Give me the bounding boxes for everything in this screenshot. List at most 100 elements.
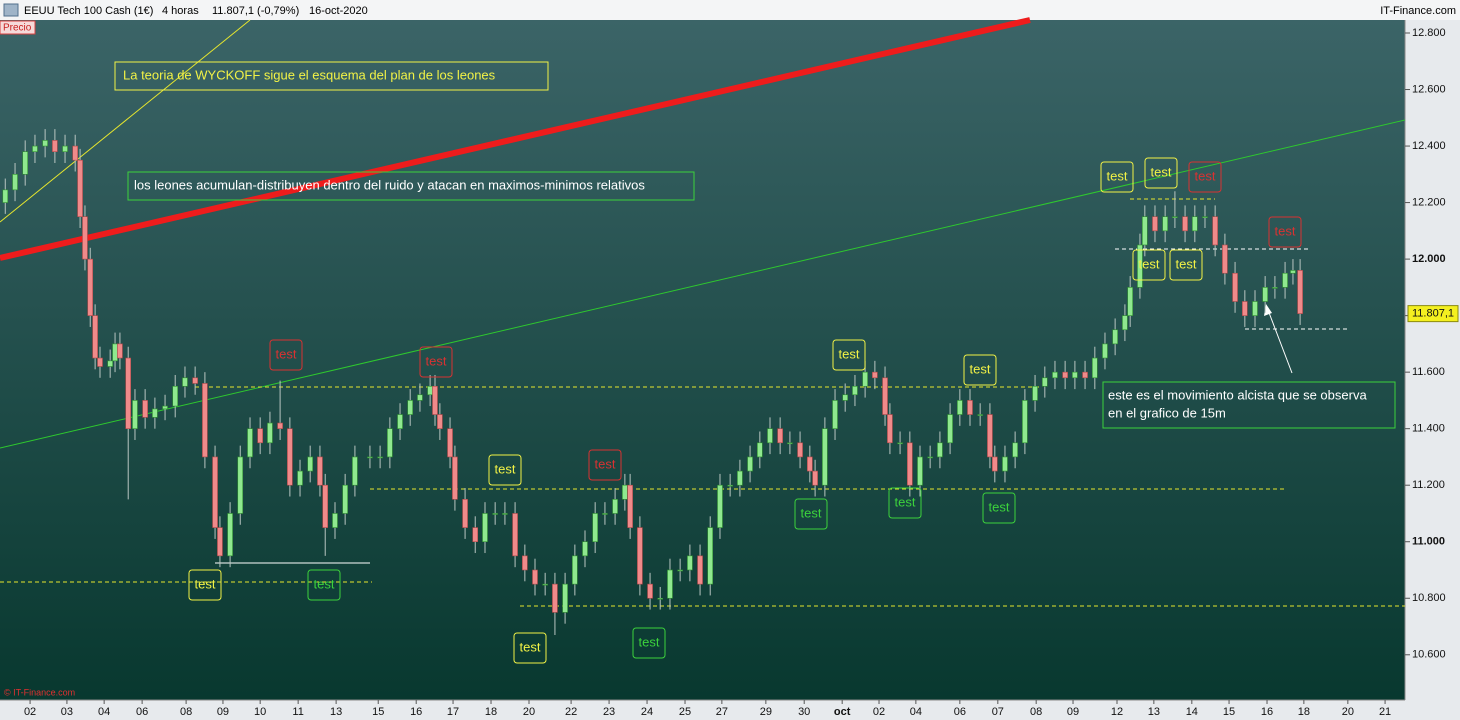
x-tick-label: 09	[217, 706, 229, 718]
header-bar	[0, 0, 1460, 20]
y-tick-label: 10.800	[1412, 592, 1446, 604]
y-tick-label: 11.000	[1412, 536, 1445, 548]
candle-body	[1282, 272, 1288, 288]
candle-body	[152, 408, 158, 418]
x-tick-label: 13	[330, 706, 342, 718]
annotation-text: test	[801, 505, 822, 520]
candle-body	[582, 541, 588, 557]
candle-body	[532, 569, 538, 585]
annotation-text: test	[989, 499, 1010, 514]
candle-body	[707, 527, 714, 585]
x-tick-label: 06	[136, 706, 148, 718]
symbol: EEUU Tech 100 Cash (1€)	[24, 5, 153, 17]
candle-body	[852, 385, 858, 396]
series-label: Precio	[3, 23, 32, 34]
x-tick-label: 02	[24, 706, 36, 718]
candle-body	[747, 456, 753, 472]
candle-body	[277, 422, 283, 429]
candle-body	[107, 360, 113, 367]
annotation-text: test	[1275, 223, 1296, 238]
candle-body	[162, 405, 168, 410]
x-tick-label: oct	[834, 706, 851, 718]
candle-body	[977, 414, 983, 416]
annotation-box	[269, 339, 303, 371]
candle-body	[967, 400, 973, 415]
annotation-text: test	[495, 461, 516, 476]
candle-body	[777, 428, 783, 444]
annotation-box	[982, 492, 1016, 524]
x-tick-label: 30	[798, 706, 810, 718]
y-tick-label: 12.600	[1412, 83, 1446, 95]
candle-body	[677, 569, 683, 572]
candle-body	[992, 456, 998, 472]
candle-body	[172, 385, 179, 407]
annotation-text: test	[520, 639, 541, 654]
candle-body	[322, 484, 329, 528]
annotation-text: test	[595, 456, 616, 471]
annotation-box	[1169, 249, 1203, 281]
candle-body	[612, 499, 618, 514]
candle-body	[787, 442, 793, 445]
annotation-text: test	[895, 494, 916, 509]
candle-body	[92, 315, 98, 359]
candle-body	[1290, 270, 1296, 274]
candle-body	[1262, 287, 1268, 302]
trend-line	[0, 119, 1406, 449]
y-tick-label: 12.000	[1412, 253, 1446, 265]
annotation-text: test	[276, 346, 297, 361]
candle-body	[377, 456, 383, 459]
annotation-box	[1132, 249, 1166, 281]
candle-body	[717, 484, 723, 528]
copyright: © IT-Finance.com	[4, 687, 75, 697]
candle-body	[342, 484, 348, 514]
candle-body	[1202, 216, 1208, 219]
series-label-box	[0, 20, 36, 35]
candle-body	[1182, 216, 1188, 232]
x-tick-label: 02	[873, 706, 885, 718]
candle-body	[447, 428, 453, 458]
candle-body	[542, 583, 548, 586]
candle-body	[132, 400, 138, 429]
annotation-box	[1100, 161, 1134, 193]
candle-body	[797, 442, 803, 458]
note-box	[127, 171, 695, 201]
annotation-text: test	[839, 346, 860, 361]
annotation-text: test	[314, 576, 335, 591]
candle-body	[237, 456, 244, 514]
candle-body	[1122, 315, 1128, 331]
candle-body	[267, 422, 273, 444]
annotation-text: test	[1151, 164, 1172, 179]
candle-body	[77, 159, 83, 218]
candle-body	[1252, 301, 1258, 316]
candle-body	[767, 428, 773, 444]
candle-body	[217, 527, 223, 557]
candle-body	[622, 484, 628, 500]
candle-body	[427, 385, 433, 396]
candle-body	[937, 442, 943, 458]
annotation-box	[1268, 216, 1302, 248]
candle-body	[1042, 377, 1048, 387]
trend-line	[0, 19, 251, 223]
candle-body	[397, 414, 403, 429]
x-tick-label: 07	[992, 706, 1004, 718]
candle-body	[1052, 371, 1058, 379]
candle-body	[2, 189, 9, 203]
x-tick-label: 11	[292, 706, 303, 718]
candle-body	[512, 513, 518, 557]
candle-body	[452, 456, 458, 500]
candle-body	[862, 371, 868, 387]
candle-body	[72, 145, 78, 161]
y-tick-label: 11.600	[1412, 366, 1445, 378]
candle-body	[882, 377, 888, 415]
candle-body	[202, 383, 208, 458]
x-tick-label: 13	[1148, 706, 1160, 718]
candle-body	[872, 371, 878, 379]
candle-body	[317, 456, 323, 486]
x-tick-label: 29	[760, 706, 772, 718]
annotation-box	[794, 498, 828, 530]
candle-body	[592, 513, 598, 543]
candle-body	[737, 470, 743, 486]
menu-icon[interactable]	[3, 3, 19, 17]
candle-body	[352, 456, 358, 486]
note-box	[114, 61, 549, 91]
